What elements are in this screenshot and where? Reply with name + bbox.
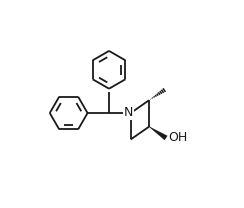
Text: OH: OH xyxy=(168,131,187,144)
Text: N: N xyxy=(124,106,133,119)
Polygon shape xyxy=(149,127,167,140)
